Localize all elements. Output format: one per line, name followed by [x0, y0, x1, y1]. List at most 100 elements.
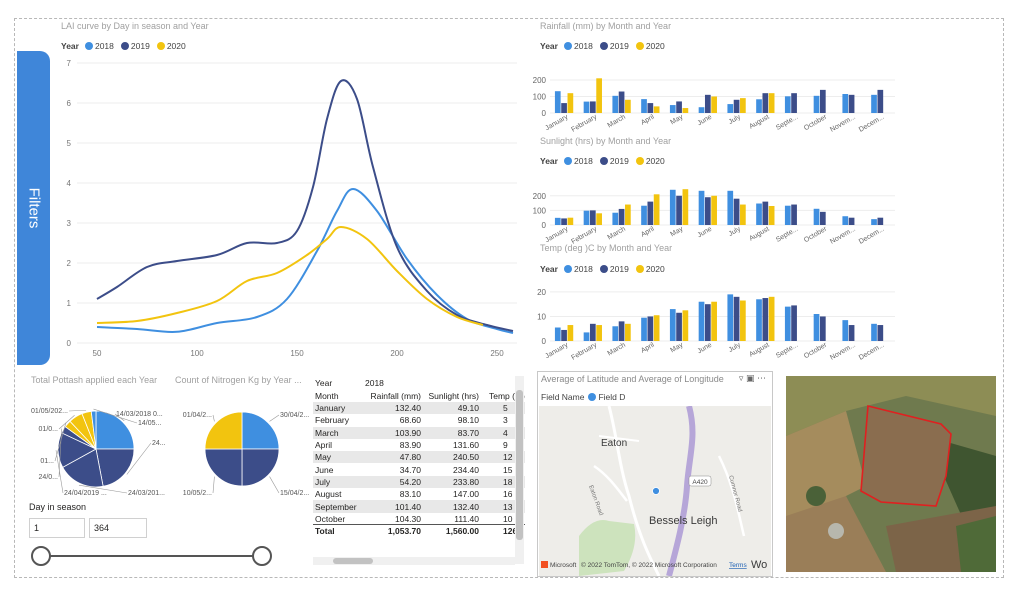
bar-2018 [871, 323, 877, 341]
bar-2019 [819, 89, 826, 113]
more-options-icon[interactable]: ⋯ [757, 373, 766, 383]
legend-item-2020[interactable]: 2020 [635, 41, 665, 51]
map-place-bessels-leigh: Bessels Leigh [649, 515, 718, 527]
bar-2020 [740, 98, 746, 113]
map-attribution: © 2022 TomTom, © 2022 Microsoft Corporat… [581, 561, 717, 569]
matrix-month-cell: October [315, 513, 346, 524]
y-tick-label: 0 [542, 221, 547, 230]
legend-dot-icon [120, 42, 129, 50]
matrix-row[interactable]: June 34.70 234.40 15 [313, 463, 525, 475]
bar-2018 [871, 94, 877, 113]
map-point-field-d[interactable] [652, 487, 660, 495]
legend-item-2020[interactable]: 2020 [635, 156, 665, 166]
day-slicer-label: Day in season [29, 502, 87, 512]
matrix-row[interactable]: January 132.40 49.10 5 [313, 402, 525, 415]
bar-2019 [877, 89, 884, 113]
pie-leader-line [126, 442, 152, 475]
bar-2018 [698, 301, 705, 341]
day-min-input[interactable]: 1 [29, 518, 85, 538]
pie-leader-line [54, 422, 67, 462]
matrix-header-temp[interactable]: Temp (deg [489, 390, 525, 401]
matrix-month-cell: September [313, 500, 363, 513]
series-line-2020 [96, 225, 484, 326]
x-tick-label: January [544, 341, 569, 360]
bar-2019 [561, 218, 567, 225]
map-legend-label: Field Name [541, 392, 585, 402]
legend-item-2018[interactable]: 2018 [563, 41, 593, 51]
matrix-month-cell: May [313, 451, 363, 464]
legend-item-2018[interactable]: 2018 [563, 264, 593, 274]
matrix-header-rainfall[interactable]: Rainfall (mm) [370, 390, 421, 401]
legend-item-2019[interactable]: 2019 [599, 156, 629, 166]
bar-2019 [791, 93, 797, 113]
matrix-vertical-scrollbar[interactable] [515, 376, 524, 564]
matrix-row[interactable]: October 104.30 111.40 10 [313, 513, 525, 525]
legend-item-2020[interactable]: 2020 [156, 41, 186, 51]
legend-item-2018[interactable]: 2018 [563, 156, 593, 166]
filter-icon[interactable]: ▿ [738, 373, 744, 383]
matrix-total-rainfall: 1,053.70 [363, 524, 423, 538]
matrix-value-cell: 49.10 [423, 402, 481, 415]
legend-text: 2018 [94, 41, 114, 51]
focus-mode-icon[interactable]: ▣ [745, 373, 755, 383]
pie-slice-label: 24/0... [39, 474, 59, 481]
bar-2019 [676, 195, 682, 225]
legend-item-field-d[interactable]: Field D [588, 392, 625, 402]
x-tick-label: July [728, 341, 743, 354]
matrix-row[interactable]: July 54.20 233.80 18 [313, 475, 525, 489]
day-slider-min-handle[interactable] [31, 546, 51, 566]
legend-item-2019[interactable]: 2019 [599, 41, 629, 51]
legend-text: Field D [598, 392, 626, 402]
bar-2019 [733, 99, 740, 113]
bar-2020 [682, 310, 689, 341]
day-max-input[interactable]: 364 [89, 518, 147, 538]
x-tick-label: October [803, 341, 829, 360]
bar-2020 [596, 213, 602, 225]
bar-2020 [625, 323, 631, 341]
scroll-thumb[interactable] [333, 558, 373, 564]
temp-bar-chart: 0 10 20 January February March April May June Jul… [537, 288, 895, 362]
day-slider-track[interactable] [41, 555, 263, 557]
legend-dot-icon [635, 42, 644, 50]
bar-2020 [682, 189, 689, 225]
matrix-header-sunlight[interactable]: Sunlight (hrs) [428, 390, 479, 401]
bar-2020 [682, 108, 689, 113]
bar-2020 [596, 78, 602, 113]
y-tick-label: 100 [533, 206, 547, 215]
pie-slice [62, 448, 104, 488]
filters-pane-button[interactable]: Filters [17, 51, 50, 365]
bar-2018 [784, 306, 791, 341]
map-canvas[interactable]: A420 Eaton Bessels Leigh Wo Eaton Road C… [539, 406, 771, 576]
legend-dot-icon [599, 157, 608, 165]
legend-item-2019[interactable]: 2019 [120, 41, 150, 51]
matrix-header-month[interactable]: Month [315, 390, 339, 401]
matrix-value-cell: 34.70 [399, 464, 421, 475]
matrix-horizontal-scrollbar[interactable] [313, 557, 515, 565]
bar-2018 [612, 212, 619, 225]
matrix-row[interactable]: February 68.60 98.10 3 [313, 414, 525, 426]
map-terms-link[interactable]: Terms [729, 562, 747, 569]
matrix-month-cell: April [315, 440, 333, 451]
matrix-year-label: Year [315, 377, 333, 388]
legend-dot-icon [563, 42, 572, 50]
matrix-row[interactable]: April 83.90 131.60 9 [313, 439, 525, 451]
matrix-row[interactable]: May 47.80 240.50 12 [313, 451, 525, 464]
x-tick-label: August [748, 342, 770, 359]
report-canvas: Filters LAI curve by Day in season and Y… [14, 18, 1004, 578]
matrix-value-cell: 16 [503, 489, 513, 500]
scroll-thumb[interactable] [516, 390, 523, 540]
legend-item-2020[interactable]: 2020 [635, 264, 665, 274]
legend-item-2019[interactable]: 2019 [599, 264, 629, 274]
bar-2018 [727, 294, 734, 341]
legend-item-2018[interactable]: 2018 [84, 41, 114, 51]
matrix-row[interactable]: August 83.10 147.00 16 [313, 488, 525, 500]
matrix-row[interactable]: September 101.40 132.40 13 [313, 500, 525, 513]
bar-2019 [877, 217, 884, 225]
pie-slice-label: 10/05/2... [183, 490, 212, 495]
map-visual[interactable]: Average of Latitude and Average of Longi… [537, 371, 773, 577]
matrix-row[interactable]: March 103.90 83.70 4 [313, 426, 525, 439]
bar-2018 [554, 91, 561, 113]
y-tick-label: 4 [67, 179, 72, 188]
day-slider-max-handle[interactable] [252, 546, 272, 566]
legend-text: 2020 [645, 264, 665, 274]
